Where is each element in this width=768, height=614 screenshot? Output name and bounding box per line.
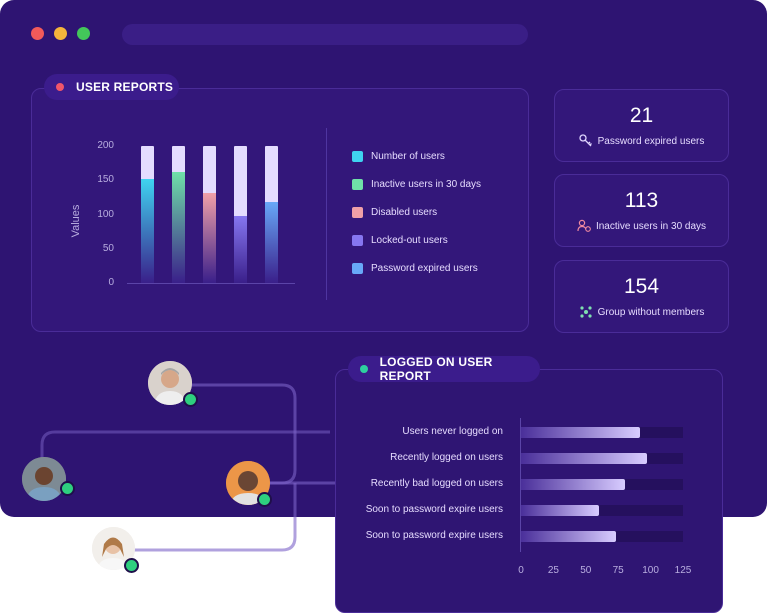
user-clock-icon xyxy=(577,219,591,233)
avatar-user-1[interactable] xyxy=(148,361,192,405)
legend-divider xyxy=(326,128,327,300)
y-tick-label: 100 xyxy=(97,208,114,220)
user-reports-panel xyxy=(31,88,529,332)
hbar xyxy=(521,531,616,542)
legend-swatch xyxy=(352,235,363,246)
group-icon xyxy=(579,305,593,319)
stat-card[interactable]: 113 Inactive users in 30 days xyxy=(554,174,729,247)
x-tick-label: 125 xyxy=(674,565,692,576)
hchart-axis-line xyxy=(520,418,521,552)
hbar-label: Users never logged on xyxy=(402,426,503,437)
stat-value: 154 xyxy=(623,275,660,298)
online-indicator xyxy=(183,392,198,407)
legend-label: Disabled users xyxy=(371,207,438,218)
legend-item: Inactive users in 30 days xyxy=(352,179,481,190)
logged-on-title: LOGGED ON USER REPORT xyxy=(379,355,493,383)
user-reports-dot xyxy=(56,83,64,91)
legend-item: Disabled users xyxy=(352,207,437,218)
online-indicator xyxy=(124,558,139,573)
logged-on-header: LOGGED ON USER REPORT xyxy=(348,355,540,383)
key-icon xyxy=(578,134,593,148)
online-indicator xyxy=(60,481,75,496)
bar xyxy=(172,172,185,283)
legend-item: Password expired users xyxy=(352,263,478,274)
stat-label: Inactive users in 30 days xyxy=(595,220,707,232)
legend-label: Password expired users xyxy=(371,263,478,274)
hbar xyxy=(521,427,641,438)
maximize-window-button[interactable] xyxy=(77,27,90,40)
stat-label-row: Inactive users in 30 days xyxy=(555,219,728,233)
hbar xyxy=(521,453,647,464)
address-bar[interactable] xyxy=(122,24,528,45)
y-tick-label: 50 xyxy=(102,242,114,254)
stat-label-row: Group without members xyxy=(555,305,728,319)
avatar-user-2[interactable] xyxy=(22,457,66,501)
x-tick-label: 25 xyxy=(547,565,559,576)
hbar-label: Recently logged on users xyxy=(390,452,503,463)
legend-swatch xyxy=(352,151,363,162)
legend-swatch xyxy=(352,263,363,274)
logged-on-panel xyxy=(335,369,723,613)
stat-label: Group without members xyxy=(597,306,705,318)
hbar-label: Recently bad logged on users xyxy=(370,478,503,489)
y-tick-label: 0 xyxy=(108,277,114,288)
x-tick-label: 100 xyxy=(642,565,659,576)
legend-swatch xyxy=(352,207,363,218)
stat-label-row: Password expired users xyxy=(555,134,728,148)
x-tick-label: 50 xyxy=(580,565,592,576)
person-icon xyxy=(22,457,66,501)
stat-label: Password expired users xyxy=(597,135,705,147)
legend-item: Locked-out users xyxy=(352,235,448,246)
minimize-window-button[interactable] xyxy=(54,27,67,40)
y-tick-label: 200 xyxy=(97,140,114,151)
close-window-button[interactable] xyxy=(31,27,44,40)
logged-on-dot xyxy=(360,365,368,373)
user-reports-title: USER REPORTS xyxy=(76,80,174,94)
bar xyxy=(141,178,154,283)
stat-value: 21 xyxy=(629,104,654,127)
legend-label: Inactive users in 30 days xyxy=(371,179,482,190)
hbar-label: Soon to password expire users xyxy=(365,530,503,541)
bar xyxy=(234,215,247,283)
legend-swatch xyxy=(352,179,363,190)
stat-value: 113 xyxy=(624,189,659,212)
hbar-label: Soon to password expire users xyxy=(365,504,503,515)
x-tick-label: 75 xyxy=(612,565,624,576)
legend-label: Number of users xyxy=(371,151,445,162)
x-tick-label: 0 xyxy=(518,565,524,576)
stat-card[interactable]: 154 Group without members xyxy=(554,260,729,333)
legend-label: Locked-out users xyxy=(371,235,448,246)
stat-card[interactable]: 21 Password expired users xyxy=(554,89,729,162)
hbar xyxy=(521,479,625,490)
x-axis-line xyxy=(127,283,295,284)
hbar-track xyxy=(521,505,683,516)
online-indicator xyxy=(257,492,272,507)
hbar xyxy=(521,505,599,516)
bar xyxy=(265,202,278,283)
y-tick-label: 150 xyxy=(97,174,114,186)
bar xyxy=(203,192,216,283)
user-reports-header: USER REPORTS xyxy=(44,74,179,100)
person-icon xyxy=(148,361,192,405)
legend-item: Number of users xyxy=(352,151,445,162)
avatar-user-4[interactable] xyxy=(92,527,135,570)
